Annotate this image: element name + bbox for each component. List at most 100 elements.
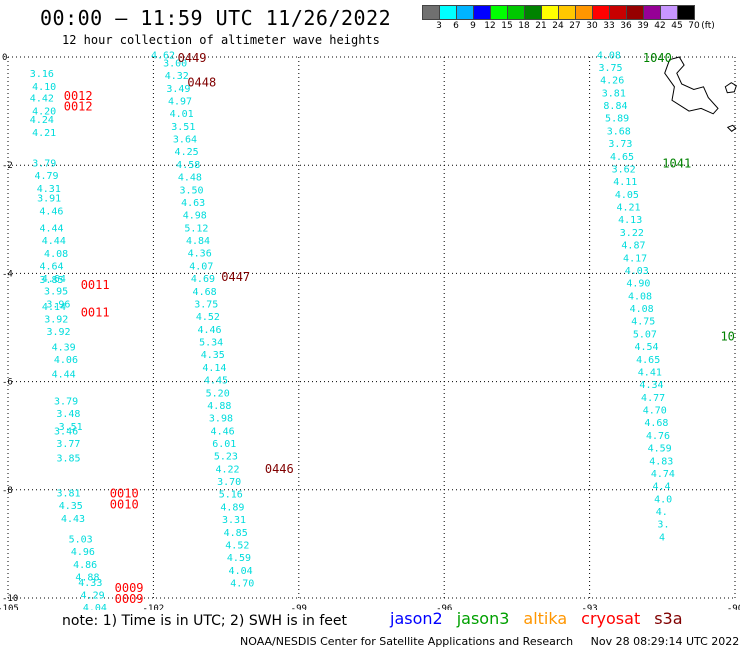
island-coastline (664, 56, 719, 115)
swh-value: 4.08 (44, 249, 68, 260)
swh-value: 4.08 (628, 291, 652, 302)
satellite-s3a: s3a (654, 609, 683, 628)
pass-time-label: 0011 (81, 305, 110, 319)
swh-value: 4.45 (204, 376, 228, 387)
legend-label: 21 (535, 21, 547, 31)
swh-value: 4.68 (644, 418, 668, 429)
swh-value: 4.20 (32, 106, 56, 117)
swh-value: 4.87 (621, 241, 645, 252)
swh-value: 4.65 (636, 355, 660, 366)
swh-value: 4.22 (215, 464, 239, 475)
swh-value: 4.90 (626, 279, 650, 290)
swh-value: 4.21 (32, 128, 56, 139)
lon-tick-label: -99 (291, 604, 307, 610)
swh-value: 3.75 (194, 299, 218, 310)
swh-value: 4.01 (170, 109, 194, 120)
swh-value: 3.95 (44, 287, 68, 298)
swh-value: 4.44 (52, 369, 76, 380)
satellite-cryosat: cryosat (581, 609, 641, 628)
swh-value: 4.97 (168, 96, 192, 107)
pass-time-label: 0011 (81, 278, 110, 292)
swh-value: 4.54 (635, 342, 659, 353)
swh-value: 3.70 (217, 477, 241, 488)
legend-label: 24 (552, 21, 564, 31)
swh-value: 4.44 (42, 236, 66, 247)
swh-value: 3.00 (163, 58, 187, 69)
swh-value: 3.77 (56, 439, 80, 450)
swh-value: 3.49 (166, 84, 190, 95)
swh-value: 4.59 (648, 444, 672, 455)
pass-time-label: 1040 (643, 51, 672, 65)
swh-value: 4.83 (649, 456, 673, 467)
swh-value: 4.62 (151, 50, 175, 61)
swh-value: 3.85 (40, 275, 64, 286)
legend-label: 18 (518, 21, 530, 31)
swh-value: 4.33 (78, 578, 102, 589)
lon-tick-label: -102 (143, 604, 165, 610)
swh-value: 4.13 (618, 215, 642, 226)
swh-value: 3.75 (599, 63, 623, 74)
swh-value: 4.79 (35, 171, 59, 182)
credit-line: NOAA/NESDIS Center for Satellite Applica… (240, 635, 740, 648)
swh-value: 5.03 (69, 534, 93, 545)
swh-value: 4.65 (610, 152, 634, 163)
swh-value: 3.16 (30, 69, 54, 80)
island-coastline (724, 82, 737, 94)
pass-time-label: 0449 (178, 51, 207, 65)
swh-value: 3.92 (44, 315, 68, 326)
legend-label: 12 (484, 21, 496, 31)
footnote: note: 1) Time is in UTC; 2) SWH is in fe… (62, 613, 348, 629)
swh-value: 4.74 (651, 469, 675, 480)
swh-value: 4.70 (230, 579, 254, 590)
swh-value: 4.0 (654, 494, 672, 505)
swh-value: 4.25 (175, 147, 199, 158)
swh-value: 4.07 (189, 261, 213, 272)
legend-label: 3 (436, 21, 442, 31)
swh-value: 4.26 (600, 76, 624, 87)
swh-value: 5.34 (199, 338, 223, 349)
swh-value: 4.77 (641, 393, 665, 404)
swh-value: 4.4 (653, 482, 671, 493)
lon-tick-label: -105 (0, 604, 19, 610)
swh-value: 4.76 (646, 431, 670, 442)
pass-time-label: 1041 (662, 156, 691, 170)
swh-value: 4.39 (52, 342, 76, 353)
swh-value: 4.21 (617, 203, 641, 214)
swh-value: 3.81 (602, 88, 626, 99)
swh-value: 4.84 (186, 236, 210, 247)
swh-value: 5.12 (184, 223, 208, 234)
swh-value: 4.88 (75, 573, 99, 584)
swh-value: 4.08 (597, 50, 621, 61)
swh-value: 4.29 (81, 590, 105, 601)
swh-value: 4.52 (196, 312, 220, 323)
legend-swatches (422, 5, 695, 20)
credit-agency: NOAA/NESDIS Center for Satellite Applica… (240, 635, 574, 648)
satellite-legend: jason2 jason3 altika cryosat s3a (390, 609, 697, 628)
swh-value: 3.96 (46, 299, 70, 310)
swh-value: 4. (656, 507, 668, 518)
lat-tick-label: -8 (2, 486, 13, 496)
swh-value: 3. (657, 520, 669, 531)
swh-value: 5.07 (633, 329, 657, 340)
swh-value: 3.48 (56, 409, 80, 420)
lat-tick-label: -10 (2, 594, 18, 604)
pass-time-label: 0009 (115, 592, 144, 606)
swh-value: 4.05 (615, 190, 639, 201)
swh-value: 4.46 (211, 426, 235, 437)
swh-value: 4.34 (639, 380, 663, 391)
legend-label: 33 (603, 21, 615, 31)
map-subtitle: 12 hour collection of altimeter wave hei… (62, 33, 380, 47)
swh-value: 3.50 (179, 185, 203, 196)
swh-value: 4.11 (613, 177, 637, 188)
swh-value: 4.32 (165, 71, 189, 82)
swh-value: 4.63 (181, 198, 205, 209)
swh-value: 8.84 (603, 101, 627, 112)
swh-value: 3.79 (54, 397, 78, 408)
swh-value: 4.75 (631, 317, 655, 328)
swh-value: 4.24 (30, 115, 54, 126)
swh-value: 4.41 (638, 367, 662, 378)
swh-value: 3.64 (173, 135, 197, 146)
swh-value: 4.64 (40, 261, 64, 272)
swh-value: 4.35 (201, 350, 225, 361)
swh-value: 3.79 (32, 158, 56, 169)
